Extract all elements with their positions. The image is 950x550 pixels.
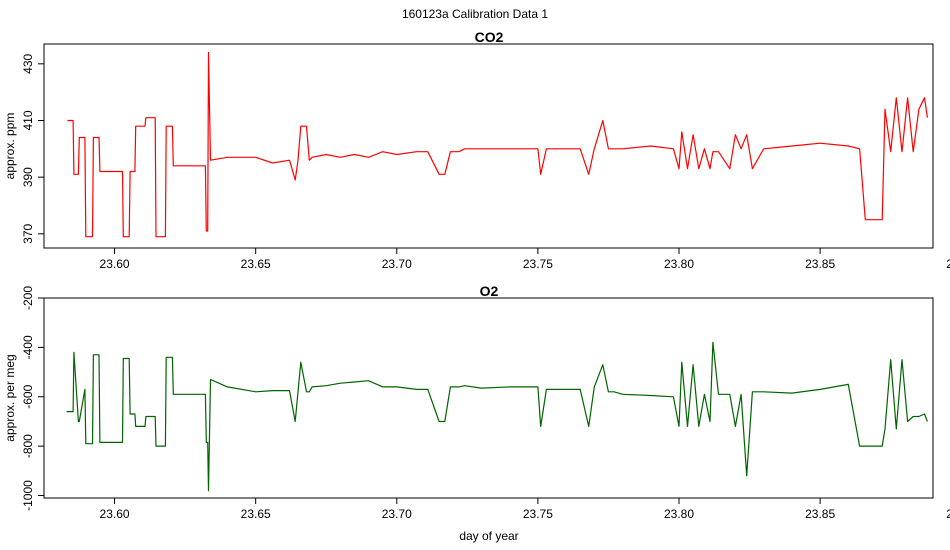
- co2-plot-frame: [43, 43, 934, 249]
- co2-x-tick-label: 23.60: [100, 257, 130, 271]
- o2-x-tick-label: 23.75: [523, 507, 553, 521]
- co2-y-tick-label: 390: [21, 167, 35, 187]
- o2-y-tick-label: -1000: [21, 480, 35, 511]
- co2-x-tick-label: 23.85: [805, 257, 835, 271]
- co2-y-ticks: 370 390 410 430: [21, 54, 44, 244]
- o2-plot-frame: [43, 297, 934, 499]
- co2-panel-title: CO2: [475, 29, 504, 45]
- o2-x-tick-label: 23.90: [946, 507, 950, 521]
- co2-panel: CO2 approx. ppm 23.60 23.65 23.70 23.75 23.8…: [3, 29, 950, 271]
- o2-y-ticks: -1000 -800 -600 -400 -200: [21, 286, 44, 511]
- o2-panel-title: O2: [480, 283, 499, 299]
- o2-y-tick-label: -600: [21, 384, 35, 408]
- o2-series-line: [66, 341, 928, 492]
- o2-y-tick-label: -200: [21, 286, 35, 310]
- o2-y-axis-label: approx. per meg: [3, 354, 17, 441]
- co2-y-tick-label: 370: [21, 224, 35, 244]
- co2-x-ticks: 23.60 23.65 23.70 23.75 23.80 23.85 23.90: [100, 248, 950, 271]
- main-title: 160123a Calibration Data 1: [402, 7, 548, 21]
- o2-x-tick-label: 23.70: [382, 507, 412, 521]
- o2-y-tick-label: -800: [21, 434, 35, 458]
- o2-series: [66, 341, 928, 492]
- co2-x-tick-label: 23.80: [664, 257, 694, 271]
- co2-series-line: [67, 51, 928, 238]
- o2-panel: O2 approx. per meg 23.60 23.65 23.70 23.75 2…: [3, 283, 950, 521]
- co2-x-tick-label: 23.70: [382, 257, 412, 271]
- x-axis-label: day of year: [459, 529, 518, 543]
- o2-x-tick-label: 23.65: [241, 507, 271, 521]
- o2-x-tick-label: 23.80: [664, 507, 694, 521]
- co2-x-tick-label: 23.90: [946, 257, 950, 271]
- o2-x-tick-label: 23.85: [805, 507, 835, 521]
- co2-y-tick-label: 410: [21, 110, 35, 130]
- co2-x-tick-label: 23.65: [241, 257, 271, 271]
- o2-y-tick-label: -400: [21, 335, 35, 359]
- o2-x-tick-label: 23.60: [100, 507, 130, 521]
- o2-x-ticks: 23.60 23.65 23.70 23.75 23.80 23.85 23.90: [100, 498, 950, 521]
- co2-y-tick-label: 430: [21, 54, 35, 74]
- co2-y-axis-label: approx. ppm: [3, 113, 17, 180]
- co2-x-tick-label: 23.75: [523, 257, 553, 271]
- co2-series: [67, 51, 928, 238]
